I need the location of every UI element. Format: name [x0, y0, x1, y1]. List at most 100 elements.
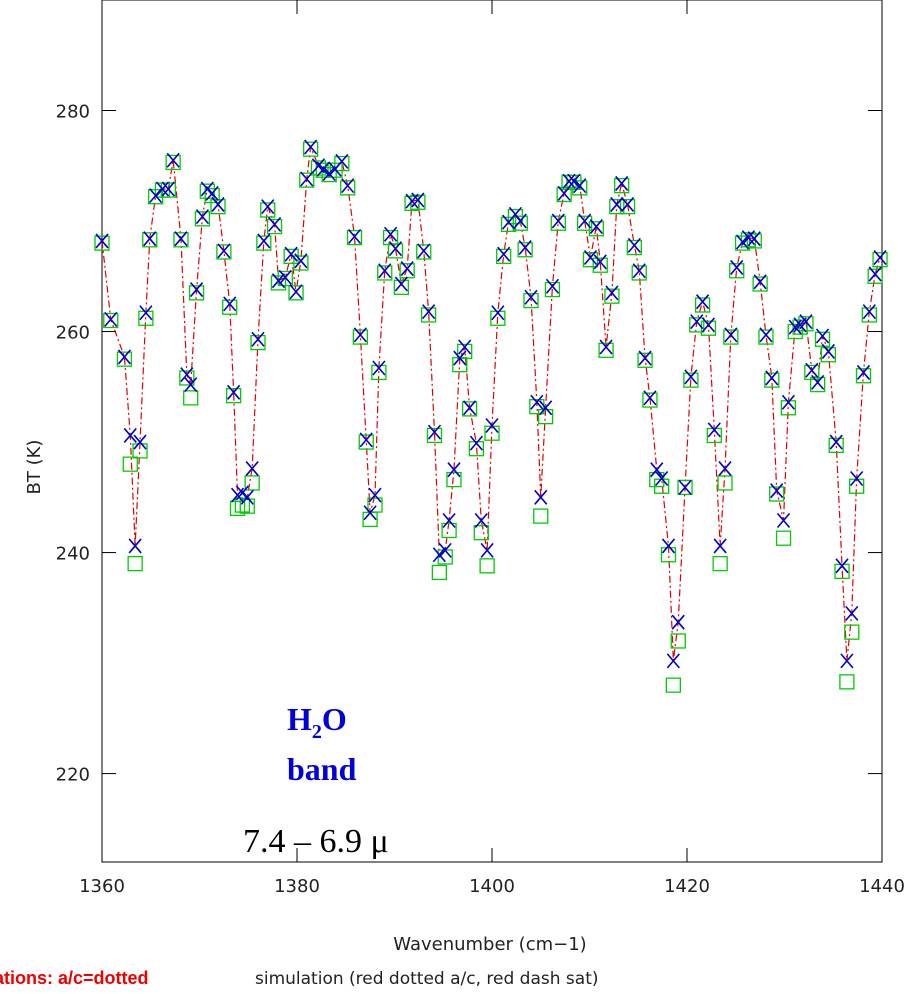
- x-marker: [205, 185, 219, 201]
- x-marker: [139, 305, 153, 321]
- square-marker: [446, 471, 462, 488]
- square-marker: [533, 508, 549, 524]
- square-marker: [512, 215, 528, 231]
- x-marker: [873, 249, 887, 266]
- square-marker: [677, 479, 693, 496]
- square-marker: [572, 180, 588, 196]
- square-marker: [457, 343, 473, 360]
- square-marker: [260, 202, 276, 218]
- x-marker: [811, 374, 825, 390]
- square-marker: [642, 392, 658, 408]
- square-marker: [473, 525, 489, 541]
- square-marker: [288, 285, 304, 301]
- x-marker: [300, 171, 314, 187]
- x-marker: [707, 422, 721, 438]
- square-marker: [116, 351, 133, 367]
- x-marker: [638, 350, 652, 366]
- square-marker: [496, 248, 512, 265]
- square-marker: [165, 154, 181, 171]
- square-marker: [229, 500, 246, 517]
- square-marker: [179, 370, 195, 386]
- x-marker: [666, 653, 680, 669]
- x-marker: [518, 240, 532, 256]
- square-marker: [199, 183, 215, 199]
- square-marker: [173, 232, 189, 248]
- square-marker: [670, 633, 686, 649]
- square-marker: [127, 555, 143, 572]
- x-marker: [620, 196, 635, 212]
- x-marker: [223, 296, 237, 312]
- square-marker: [855, 368, 872, 384]
- x-marker: [462, 400, 477, 416]
- molecule-part: O: [322, 701, 347, 737]
- square-marker: [352, 329, 369, 345]
- square-marker: [416, 244, 432, 260]
- x-marker: [856, 364, 871, 380]
- x-marker: [835, 558, 849, 574]
- x-tick-label: 1400: [469, 876, 515, 897]
- square-marker: [122, 456, 138, 472]
- square-marker: [828, 437, 844, 454]
- x-marker: [650, 462, 664, 478]
- x-marker: [524, 289, 538, 305]
- x-marker: [316, 161, 330, 177]
- x-marker: [363, 505, 377, 521]
- x-marker: [730, 259, 744, 275]
- square-marker: [550, 215, 566, 231]
- x-marker: [741, 230, 756, 246]
- square-marker: [588, 221, 604, 237]
- square-marker: [604, 288, 620, 304]
- x-axis-label: Wavenumber (cm−1): [393, 934, 586, 955]
- x-tick-label: 1360: [79, 876, 125, 897]
- square-marker: [293, 255, 309, 271]
- x-marker: [227, 384, 241, 400]
- square-marker: [266, 218, 283, 235]
- square-marker: [637, 352, 653, 368]
- x-marker: [578, 213, 592, 229]
- x-tick-label: 1380: [274, 876, 320, 897]
- square-marker: [371, 364, 387, 381]
- x-marker: [442, 512, 456, 529]
- x-marker: [567, 173, 581, 189]
- x-marker: [104, 311, 118, 327]
- square-marker: [441, 522, 457, 539]
- footer-right: simulation (red dotted a/c, red dash sat…: [255, 969, 599, 989]
- x-tick-label: 1440: [859, 876, 905, 897]
- square-marker: [609, 199, 625, 215]
- square-marker: [820, 347, 837, 363]
- square-marker: [792, 319, 808, 335]
- x-marker: [840, 653, 854, 669]
- square-marker: [367, 497, 383, 513]
- x-marker: [747, 231, 761, 247]
- x-marker: [245, 461, 259, 477]
- x-marker: [599, 339, 613, 355]
- plot-marks: [94, 139, 888, 693]
- x-marker: [573, 178, 587, 194]
- x-tick-label: 1420: [664, 876, 710, 897]
- square-marker: [358, 434, 374, 450]
- wavelength-label: 7.4 – 6.9 μ: [243, 823, 389, 860]
- y-tick-label: 280: [56, 102, 90, 123]
- x-marker: [368, 487, 382, 503]
- x-marker: [195, 209, 210, 225]
- x-marker: [400, 261, 414, 277]
- x-marker: [447, 462, 461, 478]
- x-marker: [304, 139, 318, 155]
- x-marker: [718, 461, 732, 477]
- x-marker: [605, 285, 619, 301]
- square-marker: [775, 530, 792, 546]
- square-marker: [631, 265, 647, 281]
- x-marker: [189, 282, 204, 298]
- square-marker: [404, 195, 420, 211]
- x-marker: [753, 274, 767, 290]
- square-marker: [132, 443, 148, 459]
- x-marker: [643, 390, 657, 406]
- square-marker: [399, 263, 415, 279]
- x-marker: [615, 175, 629, 191]
- square-marker: [490, 310, 506, 326]
- square-marker: [431, 564, 448, 581]
- x-marker: [95, 233, 109, 249]
- square-marker: [723, 329, 739, 345]
- x-marker: [383, 226, 398, 242]
- x-marker: [850, 471, 864, 487]
